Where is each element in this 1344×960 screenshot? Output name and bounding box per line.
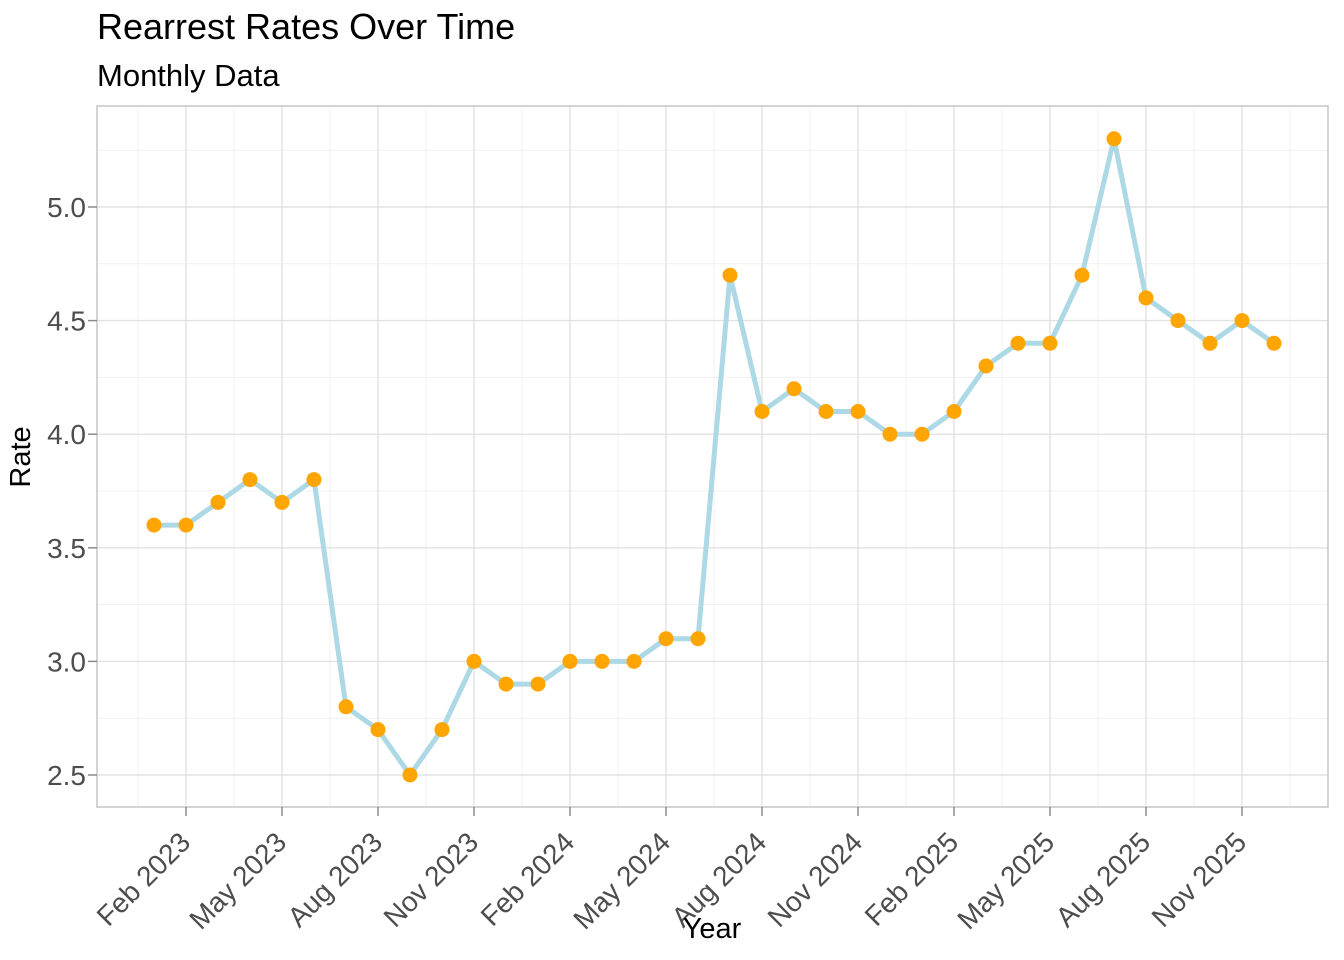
x-tick-label: Nov 2025 bbox=[1146, 826, 1253, 933]
data-point bbox=[1074, 267, 1090, 283]
x-tick-label: May 2023 bbox=[183, 826, 292, 935]
data-point bbox=[146, 517, 162, 533]
data-point bbox=[562, 653, 578, 669]
data-point bbox=[626, 653, 642, 669]
y-tick-label: 3.0 bbox=[47, 646, 86, 677]
data-point bbox=[754, 404, 770, 419]
data-point bbox=[1170, 313, 1186, 329]
data-point bbox=[402, 767, 418, 783]
data-point bbox=[690, 631, 706, 647]
y-tick-label: 3.5 bbox=[47, 533, 86, 564]
data-point bbox=[978, 358, 994, 374]
axis-tick-marks bbox=[88, 206, 1243, 816]
data-point bbox=[818, 404, 834, 419]
data-point bbox=[210, 494, 226, 510]
data-point bbox=[370, 722, 386, 738]
data-point bbox=[242, 472, 258, 488]
x-tick-label: Aug 2023 bbox=[282, 826, 389, 933]
trend-line-series bbox=[146, 131, 1282, 783]
data-point bbox=[530, 676, 546, 692]
data-point bbox=[882, 426, 898, 442]
data-point bbox=[498, 676, 514, 692]
data-point bbox=[466, 653, 482, 669]
grid-major-lines bbox=[97, 106, 1328, 807]
data-point bbox=[722, 267, 738, 283]
x-tick-label: May 2024 bbox=[567, 826, 676, 935]
x-tick-label: Nov 2023 bbox=[378, 826, 485, 933]
x-axis-title: Year bbox=[683, 913, 742, 945]
x-tick-label: Aug 2025 bbox=[1050, 826, 1157, 933]
x-tick-label: Feb 2024 bbox=[475, 826, 581, 932]
y-tick-label: 2.5 bbox=[47, 760, 86, 791]
x-tick-label: Nov 2024 bbox=[762, 826, 869, 933]
y-tick-label: 4.5 bbox=[47, 306, 86, 337]
data-point bbox=[1042, 335, 1058, 351]
y-axis-title: Rate bbox=[5, 426, 37, 487]
data-point bbox=[594, 653, 610, 669]
x-tick-label: May 2025 bbox=[951, 826, 1060, 935]
panel-border bbox=[96, 105, 1329, 808]
data-point bbox=[178, 517, 194, 533]
data-point bbox=[274, 494, 290, 510]
y-tick-label: 4.0 bbox=[47, 419, 86, 450]
data-point bbox=[338, 699, 354, 715]
data-point bbox=[1202, 335, 1218, 351]
y-axis-tick-labels: 2.5 3.0 3.5 4.0 4.5 5.0 bbox=[47, 192, 86, 791]
data-point bbox=[1234, 313, 1250, 329]
data-point bbox=[1138, 290, 1154, 306]
x-tick-label: Feb 2025 bbox=[859, 826, 965, 932]
data-point bbox=[1010, 335, 1026, 351]
data-point bbox=[786, 381, 802, 397]
grid-minor-lines bbox=[97, 106, 1328, 807]
data-point bbox=[658, 631, 674, 647]
data-point bbox=[1106, 131, 1122, 147]
data-point bbox=[1266, 335, 1282, 351]
data-point bbox=[850, 404, 866, 419]
data-point bbox=[946, 404, 962, 419]
data-point bbox=[306, 472, 322, 488]
data-point bbox=[914, 426, 930, 442]
x-tick-label: Feb 2023 bbox=[91, 826, 197, 932]
data-point bbox=[434, 722, 450, 738]
trend-line bbox=[151, 136, 1277, 778]
plot-title: Rearrest Rates Over Time bbox=[97, 6, 515, 47]
y-tick-label: 5.0 bbox=[47, 192, 86, 223]
plot-subtitle: Monthly Data bbox=[97, 58, 280, 93]
